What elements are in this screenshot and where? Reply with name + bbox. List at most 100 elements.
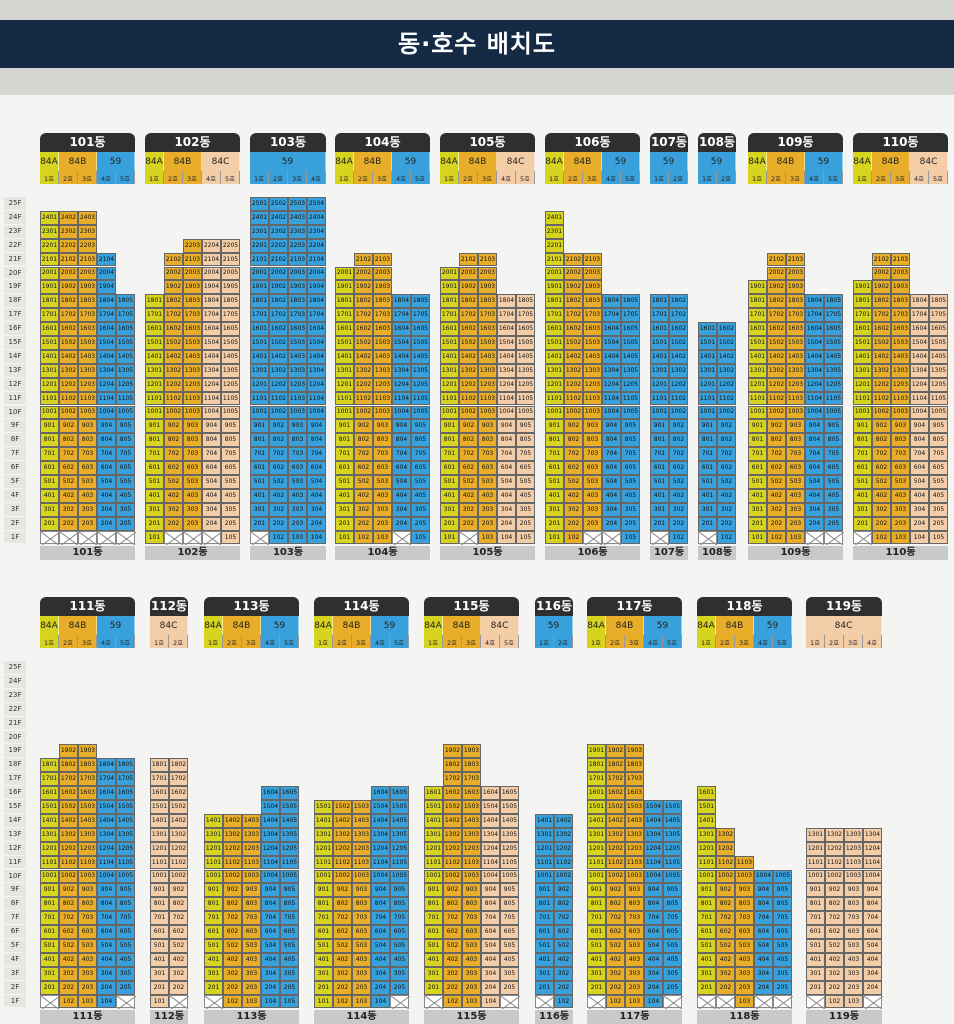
unit-cell[interactable]: 601	[40, 461, 59, 475]
unit-cell[interactable]: 601	[697, 925, 716, 939]
unit-cell[interactable]: 1201	[587, 841, 606, 856]
unit-cell[interactable]: 401	[587, 952, 606, 967]
unit-cell[interactable]: 605	[663, 925, 682, 939]
unit-cell[interactable]: 603	[583, 461, 602, 475]
unit-cell[interactable]: 1201	[697, 841, 716, 856]
unit-cell[interactable]: 804	[481, 897, 500, 912]
unit-cell[interactable]: 1801	[250, 294, 269, 309]
unit-cell[interactable]: 701	[650, 447, 669, 462]
unit-cell[interactable]: 1304	[602, 363, 621, 378]
unit-cell[interactable]: 303	[462, 966, 481, 981]
unit-cell[interactable]: 1601	[440, 322, 459, 336]
unit-cell[interactable]: 1701	[853, 308, 872, 323]
unit-cell[interactable]: 1102	[59, 855, 78, 870]
unit-cell[interactable]: 903	[786, 419, 805, 434]
unit-cell[interactable]: 1403	[478, 349, 497, 364]
unit-cell[interactable]: 1804	[602, 294, 621, 309]
unit-cell[interactable]: 801	[698, 433, 717, 448]
unit-cell[interactable]: 1205	[500, 841, 519, 856]
unit-cell[interactable]: 1302	[59, 363, 78, 378]
unit-cell[interactable]: 1001	[535, 869, 554, 884]
unit-cell[interactable]: 1203	[786, 377, 805, 392]
unit-cell[interactable]: 1504	[602, 336, 621, 350]
unit-cell[interactable]: 901	[40, 883, 59, 898]
unit-cell[interactable]: 1602	[459, 322, 478, 336]
unit-cell[interactable]: 102	[333, 994, 352, 1009]
unit-cell[interactable]: 602	[333, 925, 352, 939]
unit-cell[interactable]: 805	[929, 433, 948, 448]
unit-cell[interactable]: 1004	[202, 405, 221, 420]
unit-cell[interactable]: 1301	[748, 363, 767, 378]
unit-cell[interactable]: 1805	[824, 294, 843, 309]
unit-cell[interactable]: 1502	[767, 336, 786, 350]
unit-cell[interactable]: 1903	[786, 280, 805, 295]
unit-cell[interactable]: 601	[698, 461, 717, 475]
unit-cell[interactable]: 603	[891, 461, 910, 475]
unit-cell[interactable]: 203	[373, 516, 392, 531]
unit-cell[interactable]: 605	[500, 925, 519, 939]
unit-cell[interactable]: 1704	[910, 308, 929, 323]
unit-cell[interactable]: 1401	[853, 349, 872, 364]
unit-cell[interactable]: 1603	[786, 322, 805, 336]
unit-cell[interactable]: 1904	[202, 280, 221, 295]
unit-cell[interactable]: 803	[625, 897, 644, 912]
unit-cell[interactable]: 903	[625, 883, 644, 898]
unit-cell[interactable]: 201	[424, 980, 443, 995]
unit-cell[interactable]: 1202	[716, 841, 735, 856]
unit-cell[interactable]: 503	[583, 475, 602, 489]
unit-cell[interactable]: 1601	[853, 322, 872, 336]
unit-cell[interactable]: 904	[644, 883, 663, 898]
unit-cell[interactable]: 1303	[625, 827, 644, 842]
unit-cell[interactable]: 201	[335, 516, 354, 531]
unit-cell[interactable]: 1702	[354, 308, 373, 323]
unit-cell[interactable]: 203	[786, 516, 805, 531]
unit-cell[interactable]: 1005	[390, 869, 409, 884]
unit-cell[interactable]: 201	[853, 516, 872, 531]
unit-cell[interactable]: 1001	[40, 405, 59, 420]
unit-cell[interactable]: 704	[371, 911, 390, 926]
unit-cell[interactable]: 504	[307, 475, 326, 489]
unit-cell[interactable]: 301	[335, 502, 354, 517]
unit-cell[interactable]: 702	[59, 447, 78, 462]
unit-cell[interactable]: 1802	[164, 294, 183, 309]
unit-cell[interactable]: 1302	[164, 363, 183, 378]
unit-cell[interactable]: 1803	[583, 294, 602, 309]
unit-cell[interactable]: 1902	[872, 280, 891, 295]
unit-cell[interactable]: 604	[602, 461, 621, 475]
unit-cell[interactable]: 2205	[221, 238, 240, 253]
unit-cell[interactable]: 702	[716, 911, 735, 926]
unit-cell[interactable]: 801	[40, 897, 59, 912]
unit-cell[interactable]: 1705	[411, 308, 430, 323]
unit-cell[interactable]: 1303	[373, 363, 392, 378]
unit-cell[interactable]: 1802	[872, 294, 891, 309]
unit-cell[interactable]: 201	[806, 980, 825, 995]
unit-cell[interactable]: 1401	[40, 813, 59, 828]
unit-cell[interactable]: 804	[97, 433, 116, 448]
unit-cell[interactable]: 1303	[462, 827, 481, 842]
unit-cell[interactable]: 1904	[97, 280, 116, 295]
unit-cell[interactable]: 2101	[545, 252, 564, 267]
unit-cell[interactable]: 602	[606, 925, 625, 939]
unit-cell[interactable]: 102	[825, 994, 844, 1009]
unit-cell[interactable]: 805	[500, 897, 519, 912]
unit-cell[interactable]: 203	[78, 516, 97, 531]
unit-cell[interactable]: 1002	[716, 869, 735, 884]
unit-cell[interactable]: 1301	[587, 827, 606, 842]
unit-cell[interactable]: 1405	[116, 349, 135, 364]
unit-cell[interactable]: 1804	[97, 294, 116, 309]
unit-cell[interactable]: 205	[390, 980, 409, 995]
unit-cell[interactable]: 405	[390, 952, 409, 967]
unit-cell[interactable]: 1004	[754, 869, 773, 884]
unit-cell[interactable]: 304	[805, 502, 824, 517]
unit-cell[interactable]: 1102	[164, 391, 183, 406]
unit-cell[interactable]: 405	[411, 488, 430, 503]
unit-cell[interactable]: 1601	[697, 786, 716, 800]
unit-cell[interactable]: 602	[459, 461, 478, 475]
unit-cell[interactable]: 1301	[697, 827, 716, 842]
unit-cell[interactable]: 303	[373, 502, 392, 517]
unit-cell[interactable]: 104	[261, 994, 280, 1009]
unit-cell[interactable]: 303	[735, 966, 754, 981]
unit-cell[interactable]: 701	[250, 447, 269, 462]
unit-cell[interactable]: 1302	[872, 363, 891, 378]
unit-cell[interactable]: 604	[754, 925, 773, 939]
